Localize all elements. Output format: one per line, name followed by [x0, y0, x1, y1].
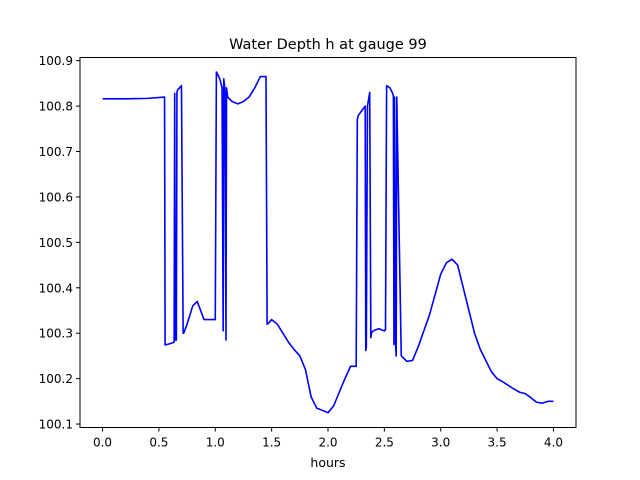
chart-title: Water Depth h at gauge 99 — [229, 37, 427, 53]
x-tick-label: 1.5 — [262, 436, 281, 450]
y-tick-label: 100.3 — [39, 327, 73, 341]
y-tick-label: 100.2 — [39, 372, 73, 386]
y-axis-ticks: 100.1 100.2 100.3 100.4 100.5 100.6 100.7 100.8… — [39, 54, 80, 432]
x-tick-label: 2.0 — [318, 436, 337, 450]
y-tick-label: 100.5 — [39, 236, 73, 250]
y-tick-label: 100.8 — [39, 100, 73, 114]
plot-area-frame — [79, 57, 577, 428]
y-tick-label: 100.9 — [39, 54, 73, 68]
x-tick-label: 1.0 — [206, 436, 225, 450]
x-tick-label: 2.5 — [375, 436, 394, 450]
series-layer — [102, 71, 554, 414]
series-line — [102, 71, 554, 414]
y-tick-label: 100.6 — [39, 190, 73, 204]
x-tick-label: 4.0 — [544, 436, 563, 450]
x-tick-label: 3.0 — [431, 436, 450, 450]
x-tick-label: 0.0 — [93, 436, 112, 450]
y-tick-label: 100.7 — [39, 145, 73, 159]
x-tick-label: 3.5 — [488, 436, 507, 450]
x-tick-label: 0.5 — [149, 436, 168, 450]
x-axis-label: hours — [310, 455, 345, 470]
x-axis-ticks: 0.0 0.5 1.0 1.5 2.0 2.5 3.0 3.5 4.0 — [93, 427, 563, 450]
y-tick-label: 100.1 — [39, 418, 73, 432]
y-tick-label: 100.4 — [39, 281, 73, 295]
